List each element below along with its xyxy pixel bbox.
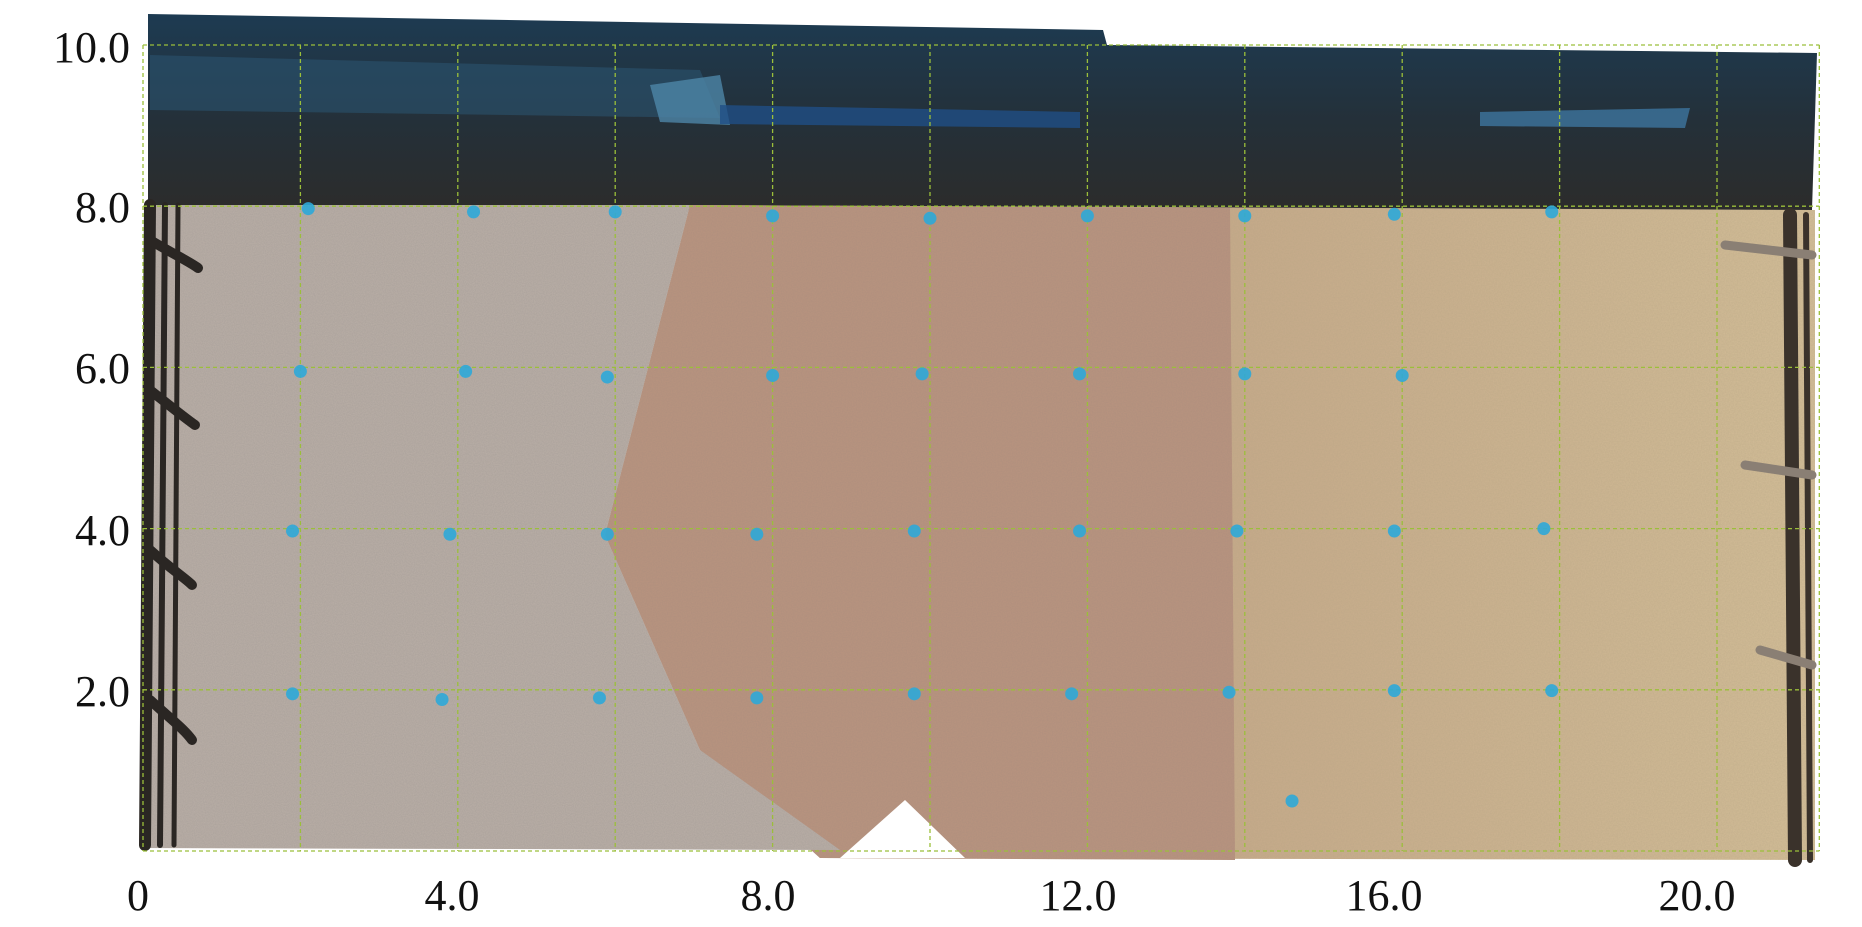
survey-marker [907, 524, 921, 538]
blue-tarp-left [150, 55, 720, 118]
survey-marker [600, 370, 614, 384]
blue-tarp-right [1480, 108, 1690, 128]
survey-marker [750, 527, 764, 541]
survey-marker [592, 691, 606, 705]
survey-marker [467, 205, 481, 219]
survey-marker [1080, 209, 1094, 223]
x-tick-label-2: 8.0 [741, 871, 796, 920]
survey-marker [907, 687, 921, 701]
x-tick-label-3: 12.0 [1040, 871, 1117, 920]
y-tick-label-4: 4.0 [75, 506, 130, 555]
y-tick-label-8: 8.0 [75, 183, 130, 232]
x-tick-label-0: 0 [127, 871, 149, 920]
survey-marker [923, 211, 937, 225]
survey-marker [1230, 524, 1244, 538]
x-tick-label-5: 20.0 [1659, 871, 1736, 920]
marker-layer [286, 202, 1559, 808]
survey-marker [286, 687, 300, 701]
survey-marker [1285, 794, 1299, 808]
survey-marker [1545, 684, 1559, 698]
survey-marker [443, 527, 457, 541]
survey-marker [1537, 522, 1551, 536]
bottom-notch [840, 800, 965, 858]
survey-marker [608, 205, 622, 219]
survey-marker [286, 524, 300, 538]
survey-marker [750, 691, 764, 705]
blue-tarp-center [650, 75, 730, 125]
survey-marker [293, 364, 307, 378]
survey-marker [1238, 209, 1252, 223]
y-tick-label-2: 2.0 [75, 667, 130, 716]
survey-marker [1065, 687, 1079, 701]
survey-marker [915, 367, 929, 381]
y-axis: 2.0 4.0 6.0 8.0 10.0 [53, 23, 130, 716]
survey-marker [1222, 685, 1236, 699]
survey-marker [1073, 524, 1087, 538]
x-tick-label-4: 16.0 [1346, 871, 1423, 920]
survey-marker [1387, 684, 1401, 698]
survey-marker [766, 209, 780, 223]
survey-marker [600, 527, 614, 541]
y-tick-label-6: 6.0 [75, 344, 130, 393]
x-axis: 0 4.0 8.0 12.0 16.0 20.0 [127, 871, 1736, 920]
right-fence [1720, 208, 1817, 867]
survey-marker [435, 692, 449, 706]
left-fence [139, 199, 203, 851]
blue-tarp-strip [720, 105, 1080, 128]
survey-marker [301, 202, 315, 216]
survey-marker [1387, 524, 1401, 538]
survey-marker [1073, 367, 1087, 381]
x-tick-label-1: 4.0 [425, 871, 480, 920]
survey-marker [459, 364, 473, 378]
survey-marker [766, 368, 780, 382]
field-photo [139, 14, 1817, 867]
survey-marker [1387, 207, 1401, 221]
survey-marker [1545, 205, 1559, 219]
y-tick-label-10: 10.0 [53, 23, 130, 72]
field-zone-left-texture [140, 205, 840, 850]
survey-marker [1238, 367, 1252, 381]
survey-marker [1395, 368, 1409, 382]
